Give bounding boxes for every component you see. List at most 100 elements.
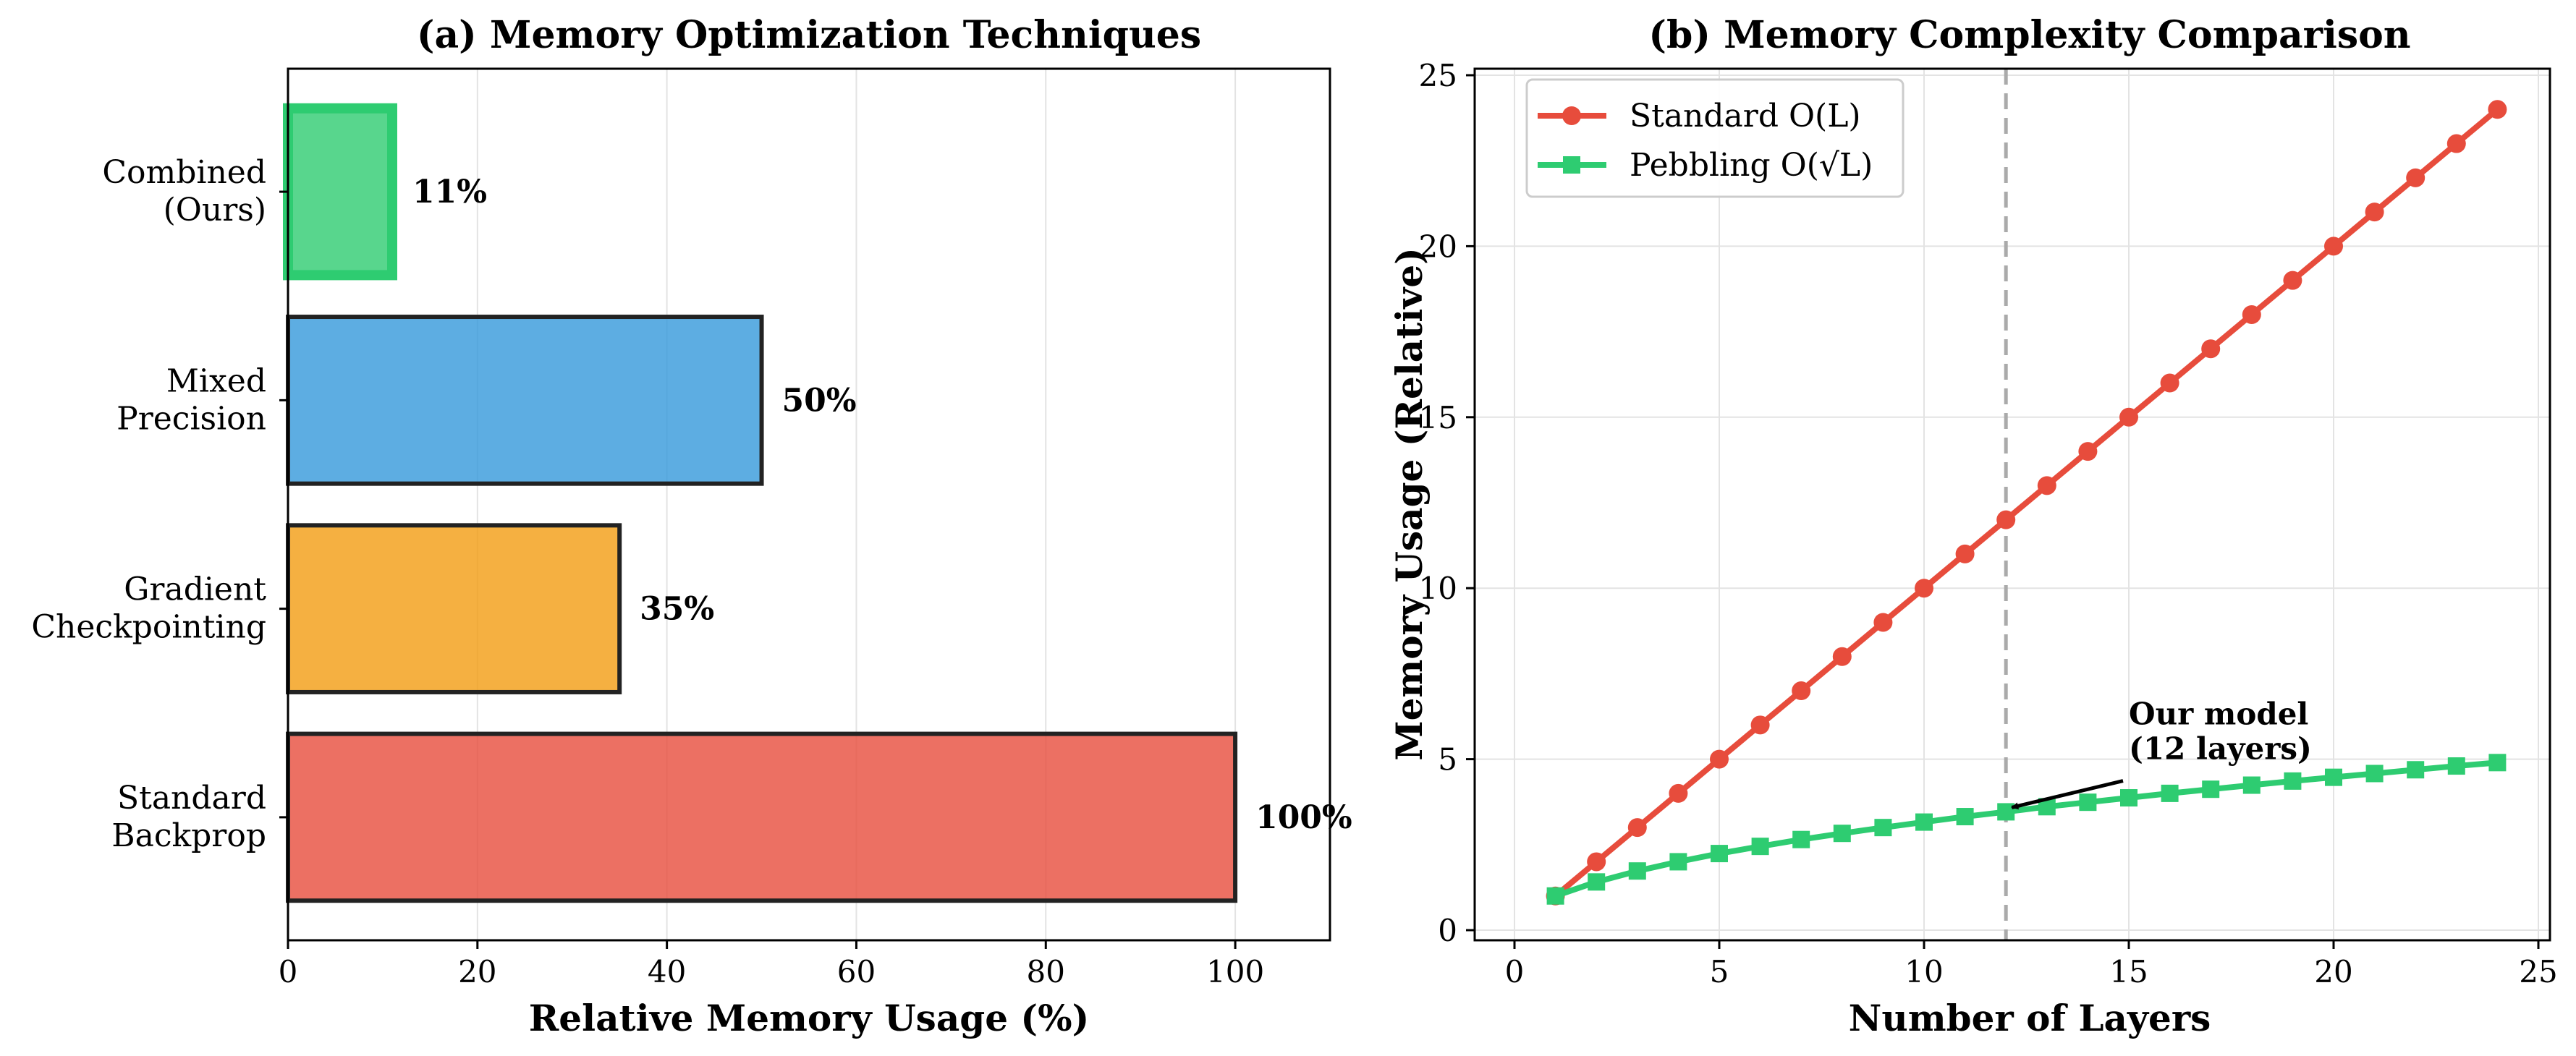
data-point	[2365, 765, 2384, 783]
series-line	[1554, 759, 2498, 899]
legend-marker	[1563, 156, 1580, 174]
data-point	[1833, 825, 1851, 843]
data-point	[1873, 613, 1893, 632]
legend-label: Pebbling O(√L)	[1630, 147, 1873, 184]
data-point	[2446, 134, 2466, 153]
data-point	[2078, 442, 2098, 461]
legend-label: Standard O(L)	[1630, 98, 1861, 135]
data-point	[2201, 339, 2221, 359]
x-tick-label: 10	[1905, 954, 1943, 989]
y-tick-label: 0	[1438, 913, 1457, 948]
x-tick-label: 20	[2314, 954, 2352, 989]
bar	[283, 103, 397, 281]
data-point	[2283, 271, 2302, 290]
data-point	[1588, 873, 1606, 891]
data-point	[1915, 813, 1933, 831]
bar	[286, 315, 764, 486]
category-label-line: Mixed	[166, 362, 266, 399]
x-tick-label: 15	[2109, 954, 2148, 989]
data-point	[1955, 544, 1975, 563]
category-label: Mixed Precision	[116, 362, 266, 437]
data-point	[2488, 100, 2507, 119]
category-label-line: (Ours)	[164, 192, 266, 229]
data-point	[1628, 862, 1646, 880]
data-point	[1792, 830, 1810, 848]
data-point	[2242, 305, 2261, 324]
bar-value-label: 11%	[412, 174, 487, 210]
y-tick-label: 20	[1419, 229, 1457, 264]
series-circle	[1546, 100, 2507, 906]
y-tick-label: 5	[1438, 742, 1457, 778]
data-point	[2037, 476, 2056, 495]
bar	[286, 523, 622, 694]
category-label-line: Backprop	[111, 817, 266, 854]
data-point	[2324, 237, 2343, 256]
panel-b-xlabel: Number of Layers	[1849, 997, 2211, 1039]
x-tick-label: 100	[1206, 954, 1264, 989]
data-point	[2202, 780, 2220, 799]
data-point	[2160, 373, 2179, 393]
data-point	[1711, 845, 1728, 863]
bar	[286, 731, 1238, 903]
panel-b-legend: Standard O(L) Pebbling O(√L)	[1525, 78, 1905, 198]
panel-a-category-labels: Standard Backprop Gradient Checkpointing Mix…	[31, 154, 288, 854]
data-point	[1915, 579, 1933, 598]
panel-a-xlabel: Relative Memory Usage (%)	[529, 997, 1090, 1039]
panel-b-y-ticks: 0 5 10 15 20 25	[1419, 58, 1475, 948]
panel-b-gridlines	[1475, 69, 2550, 940]
x-tick-label: 20	[458, 954, 496, 989]
data-point	[2120, 789, 2138, 807]
panel-a-title: (a) Memory Optimization Techniques	[417, 13, 1201, 57]
panel-a-bar-chart: (a) Memory Optimization Techniques 100% 3…	[31, 13, 1352, 1039]
legend-marker	[1562, 106, 1581, 125]
data-point	[1546, 887, 1564, 905]
panel-b-title: (b) Memory Complexity Comparison	[1648, 13, 2410, 57]
data-point	[1750, 715, 1770, 735]
panel-a-value-labels: 100% 35% 50% 11%	[412, 174, 1352, 836]
data-point	[2284, 772, 2302, 790]
category-label-line: Standard	[117, 780, 266, 817]
series-square	[1546, 754, 2507, 905]
category-label-line: Checkpointing	[31, 609, 266, 646]
category-label-line: Precision	[116, 400, 266, 437]
data-point	[1669, 783, 1688, 803]
panel-b-x-ticks: 0 5 10 15 20 25	[1505, 940, 2558, 989]
panel-b-axes-frame	[1473, 67, 2551, 942]
annotation-text-line-1: Our model	[2129, 697, 2308, 732]
data-point	[2119, 407, 2138, 427]
x-tick-label: 25	[2519, 954, 2557, 989]
category-label-line: Combined	[102, 154, 266, 191]
y-tick-label: 15	[1419, 400, 1457, 435]
category-label: Combined (Ours)	[102, 154, 266, 229]
bar-value-label: 50%	[782, 382, 857, 419]
data-point	[1710, 749, 1729, 769]
panel-b-series	[1546, 100, 2507, 906]
legend-box	[1525, 78, 1905, 198]
data-point	[1792, 681, 1811, 701]
category-label: Standard Backprop	[111, 780, 266, 854]
panel-b-line-chart: (b) Memory Complexity Comparison Our mod…	[1388, 13, 2558, 1039]
data-point	[2488, 754, 2507, 772]
panel-a-x-ticks: 0 20 40 60 80 100	[279, 940, 1264, 989]
data-point	[1751, 838, 1769, 856]
data-point	[1669, 853, 1687, 871]
data-point	[1874, 819, 1892, 837]
x-tick-label: 60	[837, 954, 876, 989]
bar-value-label: 100%	[1255, 799, 1352, 836]
data-point	[2161, 784, 2179, 802]
data-point	[2407, 761, 2425, 779]
panel-a-bars	[283, 103, 1238, 903]
data-point	[2325, 768, 2342, 786]
y-tick-label: 10	[1419, 571, 1457, 606]
data-point	[1587, 852, 1606, 872]
x-tick-label: 0	[1505, 954, 1525, 989]
data-point	[2242, 776, 2261, 794]
data-point	[2365, 203, 2384, 222]
y-tick-label: 25	[1419, 58, 1457, 93]
data-point	[2079, 793, 2097, 812]
panel-b-ylabel: Memory Usage (Relative)	[1388, 247, 1431, 761]
x-tick-label: 0	[279, 954, 298, 989]
data-point	[1956, 808, 1974, 826]
x-tick-label: 80	[1027, 954, 1065, 989]
